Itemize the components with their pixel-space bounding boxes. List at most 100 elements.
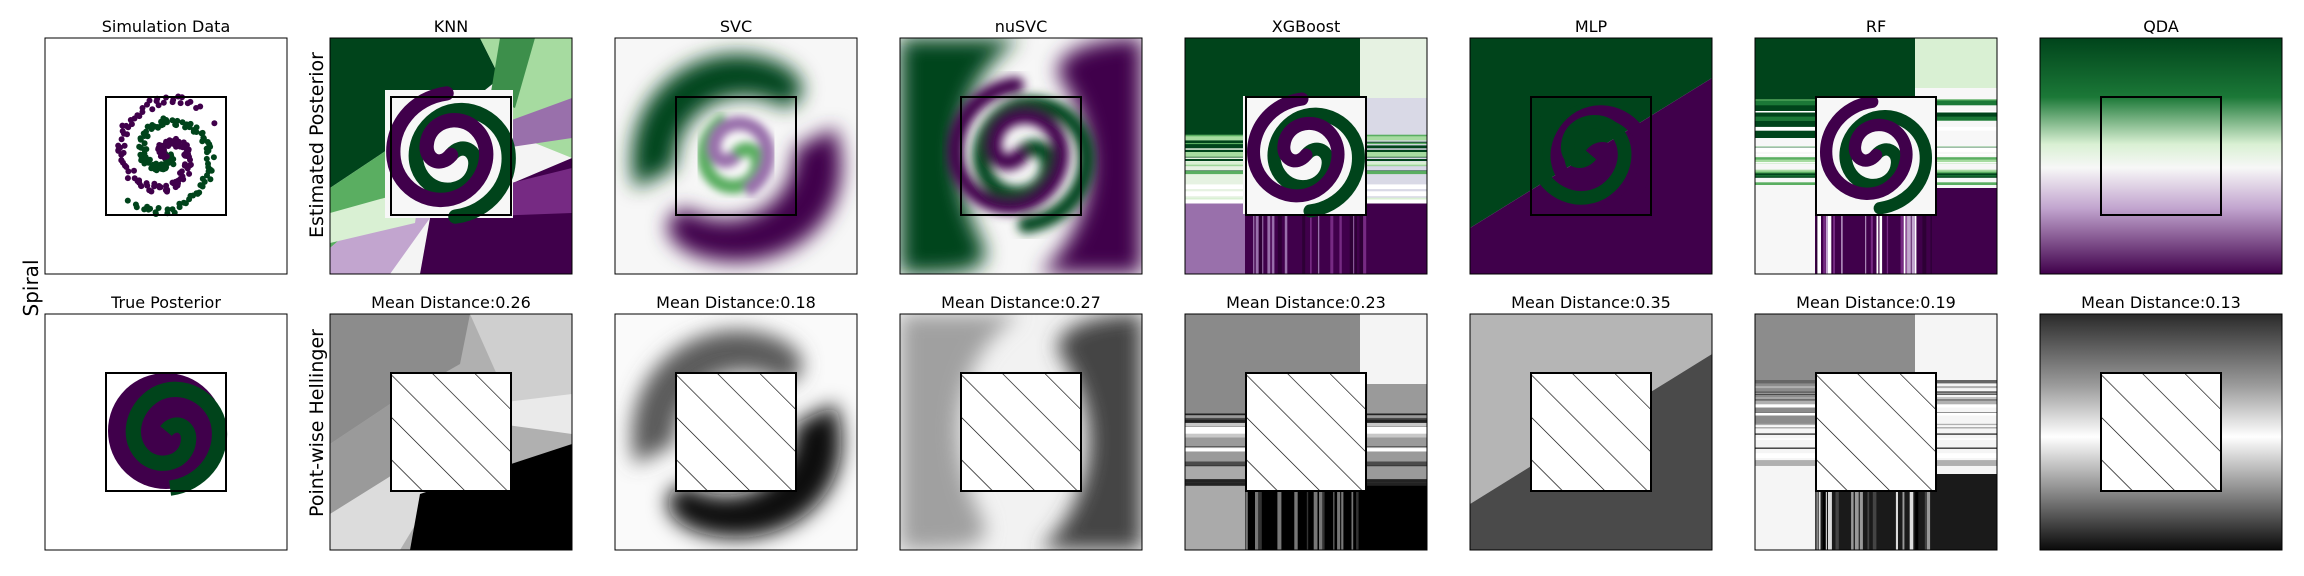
texture-stripe [1319,464,1323,550]
scatter-point [193,124,200,131]
texture-stripe [1895,464,1898,550]
panel-title: nuSVC [995,17,1048,36]
scatter-point [141,206,148,213]
texture-stripe [1886,188,1889,274]
scatter-point [172,184,179,191]
texture-stripe [1349,188,1354,274]
texture-stripe [1261,188,1264,274]
panel-title: XGBoost [1272,17,1341,36]
scatter-point [124,197,131,204]
texture-stripe [1816,464,1818,550]
scatter-point [173,143,179,150]
scatter-point [158,122,165,129]
texture-stripe [1277,188,1282,274]
panel-qda-posterior: QDA [2039,17,2283,275]
texture-stripe [1818,464,1821,550]
scatter-point [186,170,193,177]
scatter-point [139,105,146,111]
texture-stripe [1253,188,1255,274]
texture-stripe [1879,188,1883,274]
texture-stripe [1907,188,1911,274]
scatter-points [115,93,218,217]
texture-stripe [1302,188,1306,274]
scatter-point [149,106,156,113]
scatter-point [164,119,170,126]
texture-stripe [1330,188,1334,274]
scatter-point [186,124,193,131]
scatter-point [145,206,152,213]
scatter-point [143,180,150,187]
scatter-point [131,175,138,182]
panel-knn-hellinger: Mean Distance:0.26 [329,293,573,551]
panel-true-posterior: True Posterior [44,293,288,551]
texture-stripe [1284,188,1288,274]
scatter-point [118,136,125,143]
texture-stripe [1874,464,1877,550]
texture-stripe [1339,188,1342,274]
panel-svc-hellinger: Mean Distance:0.18 [614,293,858,551]
scatter-point [138,144,144,151]
panel-rf-posterior: RF [1754,17,1998,275]
texture-stripe [1321,464,1325,550]
texture-stripe [1902,464,1905,550]
texture-stripe [1317,188,1319,274]
texture-stripe [1260,464,1262,550]
texture-stripe [1867,464,1870,550]
scatter-point [137,151,144,158]
panel-title: QDA [2143,17,2179,36]
scatter-point [143,128,149,135]
panel-title: MLP [1575,17,1608,36]
row-label-pointwise-hellinger: Point-wise Hellinger [306,329,328,517]
texture-stripe [1272,188,1275,274]
scatter-point [196,189,203,196]
scatter-point [169,117,176,124]
texture-stripe [1817,188,1821,274]
texture-stripe [1359,188,1364,274]
texture-stripe [1822,464,1826,550]
scatter-point [132,201,139,208]
texture-stripe [1337,464,1341,550]
texture-stripe [1351,464,1354,550]
texture-stripe [1922,188,1927,274]
panel-title: Mean Distance:0.23 [1226,293,1386,312]
texture-stripe [1900,188,1904,274]
texture-stripe [1930,188,1932,274]
scatter-point [123,122,130,129]
scatter-point [169,179,176,186]
scatter-point [173,122,180,129]
scatter-point [141,140,148,147]
scatter-point [164,188,170,195]
texture-stripe [1815,188,1819,274]
scatter-point [203,155,210,162]
texture-stripe [1851,464,1854,550]
scatter-point [155,102,162,109]
panel-svc-posterior: SVC [614,17,858,275]
scatter-point [177,100,184,107]
scatter-point [124,175,131,182]
texture-stripe [1277,464,1282,550]
texture-stripe [1301,464,1305,550]
panel-title: Mean Distance:0.13 [2081,293,2241,312]
scatter-point [156,184,163,191]
scatter-point [179,144,186,151]
texture-stripe [1825,188,1830,274]
scatter-point [187,156,193,163]
scatter-point [118,157,125,164]
group-label: Spiral [19,260,43,317]
texture-stripe [1815,464,1818,550]
scatter-point [186,196,193,203]
texture-stripe [1828,188,1832,274]
scatter-point [211,120,218,127]
panel-title: SVC [720,17,752,36]
panel-title: KNN [434,17,468,36]
scatter-point [155,205,162,211]
texture-stripe [1340,464,1342,550]
scatter-point [149,125,156,132]
scatter-point [210,154,217,161]
scatter-point [115,142,122,149]
texture-stripe [1266,464,1269,550]
texture-stripe [1267,188,1271,274]
texture-stripe [1924,464,1928,550]
scatter-point [182,124,189,131]
texture-stripe [1909,464,1914,550]
